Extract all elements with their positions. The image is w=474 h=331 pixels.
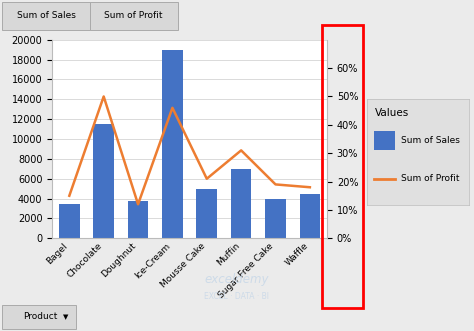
FancyBboxPatch shape xyxy=(374,131,395,150)
Bar xyxy=(128,201,148,238)
Bar xyxy=(59,204,80,238)
Text: Sum of Sales: Sum of Sales xyxy=(17,11,76,20)
Text: exceldemy: exceldemy xyxy=(205,273,269,286)
Text: Sum of Sales: Sum of Sales xyxy=(401,136,460,145)
Bar xyxy=(265,199,286,238)
Text: Product: Product xyxy=(23,312,57,321)
Bar xyxy=(162,50,182,238)
Text: ▼: ▼ xyxy=(63,314,68,320)
Text: Values: Values xyxy=(374,108,409,118)
Bar xyxy=(196,189,217,238)
Bar xyxy=(300,194,320,238)
Text: EXCEL · DATA · BI: EXCEL · DATA · BI xyxy=(204,292,270,301)
Text: Sum of Profit: Sum of Profit xyxy=(401,174,459,183)
Text: Sum of Profit: Sum of Profit xyxy=(104,11,163,20)
Bar xyxy=(93,124,114,238)
Bar xyxy=(231,169,251,238)
